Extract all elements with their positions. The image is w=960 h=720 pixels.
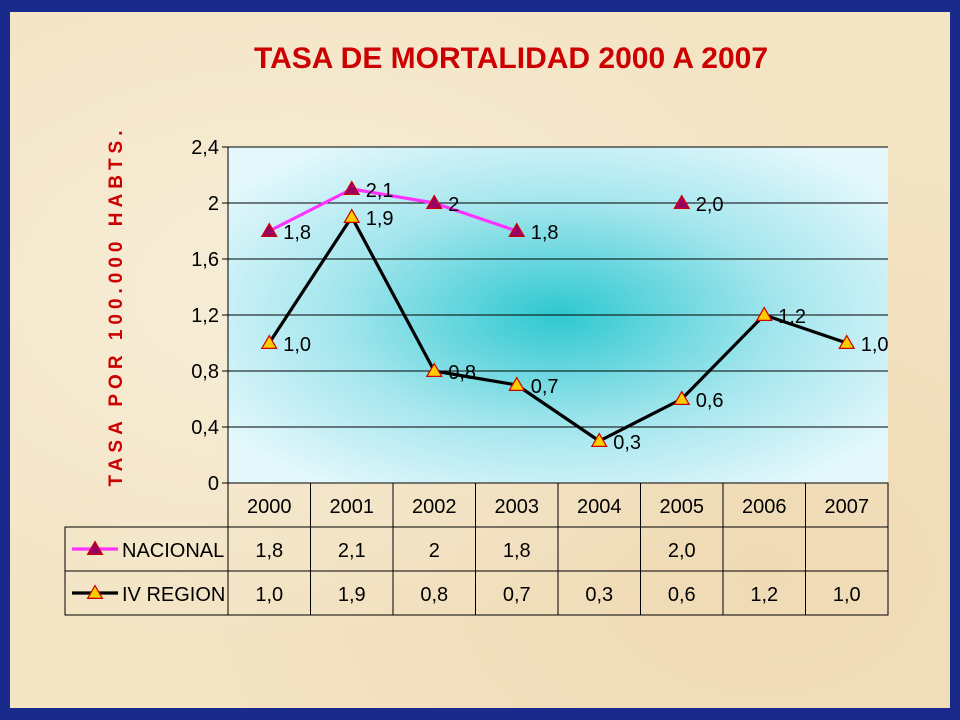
data-point-nacional	[673, 194, 691, 209]
y-tick-label: 2,4	[191, 137, 219, 159]
legend-marker-nacional	[86, 540, 104, 556]
y-tick-label: 0,8	[191, 361, 219, 383]
table-cell-iv-region: 1,0	[833, 584, 861, 606]
data-table: 2000 2001 2002 2003 2004 2005 2006 2007 NACIONAL…	[64, 482, 889, 616]
data-point-iv-region	[838, 334, 856, 349]
data-label-nacional: 2,0	[696, 194, 724, 216]
series-line-iv-region	[267, 215, 848, 443]
x-category-label: 2007	[825, 496, 870, 518]
data-label-iv-region: 1,0	[861, 334, 889, 356]
data-point-iv-region	[425, 362, 443, 377]
legend-marker-iv-region	[86, 584, 104, 600]
y-tick-label: 1,6	[191, 249, 219, 271]
table-cell-iv-region: 1,2	[750, 584, 778, 606]
table-cell-iv-region: 1,0	[255, 584, 283, 606]
x-category-label: 2000	[247, 496, 292, 518]
table-cell-iv-region: 0,3	[585, 584, 613, 606]
table-cell-nacional: 2	[429, 540, 440, 562]
slide: TASA DE MORTALIDAD 2000 A 2007 TASA POR …	[10, 12, 950, 708]
data-label-nacional: 2,1	[366, 180, 394, 202]
series-layer	[260, 180, 856, 447]
x-category-label: 2001	[330, 496, 375, 518]
table-cell-nacional: 2,1	[338, 540, 366, 562]
chart-title: TASA DE MORTALIDAD 2000 A 2007	[254, 42, 768, 75]
chart: TASA DE MORTALIDAD 2000 A 2007 TASA POR …	[64, 42, 889, 616]
data-label-nacional: 1,8	[283, 222, 311, 244]
data-label-nacional: 1,8	[531, 222, 559, 244]
data-label-iv-region: 1,0	[283, 334, 311, 356]
data-point-nacional	[425, 194, 443, 209]
y-tick-label: 0,4	[191, 417, 219, 439]
data-point-nacional	[343, 180, 361, 195]
table-cell-iv-region: 0,7	[503, 584, 531, 606]
table-cell-nacional: 2,0	[668, 540, 696, 562]
labels-layer: 1,8 2,1 2 1,8 2,0 1,0 1,9 0,8 0,7 0,3 0,6 1,2 1,0	[283, 180, 888, 454]
table-cell-iv-region: 0,6	[668, 584, 696, 606]
y-axis-label: TASA POR 100.000 HABTS.	[106, 125, 127, 486]
y-tick-label: 1,2	[191, 305, 219, 327]
data-label-iv-region: 1,9	[366, 208, 394, 230]
data-point-nacional	[260, 222, 278, 237]
y-tick-label: 2	[208, 193, 219, 215]
table-cell-iv-region: 0,8	[420, 584, 448, 606]
y-tick-label: 0	[208, 473, 219, 495]
table-cell-iv-region: 1,9	[338, 584, 366, 606]
table-cell-nacional: 1,8	[255, 540, 283, 562]
data-label-iv-region: 0,3	[613, 432, 641, 454]
x-category-label: 2003	[495, 496, 540, 518]
data-point-nacional	[508, 222, 526, 237]
data-point-iv-region	[260, 334, 278, 349]
data-point-iv-region	[508, 376, 526, 391]
data-point-iv-region	[673, 390, 691, 405]
legend-label-nacional: NACIONAL	[122, 540, 224, 562]
legend-label-iv-region: IV REGION	[122, 584, 225, 606]
data-label-iv-region: 0,8	[448, 362, 476, 384]
data-label-iv-region: 0,6	[696, 390, 724, 412]
data-label-nacional: 2	[448, 194, 459, 216]
data-point-iv-region	[590, 432, 608, 447]
x-category-label: 2005	[660, 496, 705, 518]
data-point-iv-region	[343, 208, 361, 223]
data-point-iv-region	[755, 306, 773, 321]
series-line-nacional	[268, 187, 518, 233]
data-label-iv-region: 0,7	[531, 376, 559, 398]
grid-layer: 0 0,4 0,8 1,2 1,6 2 2,4	[191, 137, 888, 495]
x-category-label: 2004	[577, 496, 622, 518]
x-category-label: 2002	[412, 496, 457, 518]
table-cell-nacional: 1,8	[503, 540, 531, 562]
x-category-label: 2006	[742, 496, 787, 518]
data-label-iv-region: 1,2	[778, 306, 806, 328]
